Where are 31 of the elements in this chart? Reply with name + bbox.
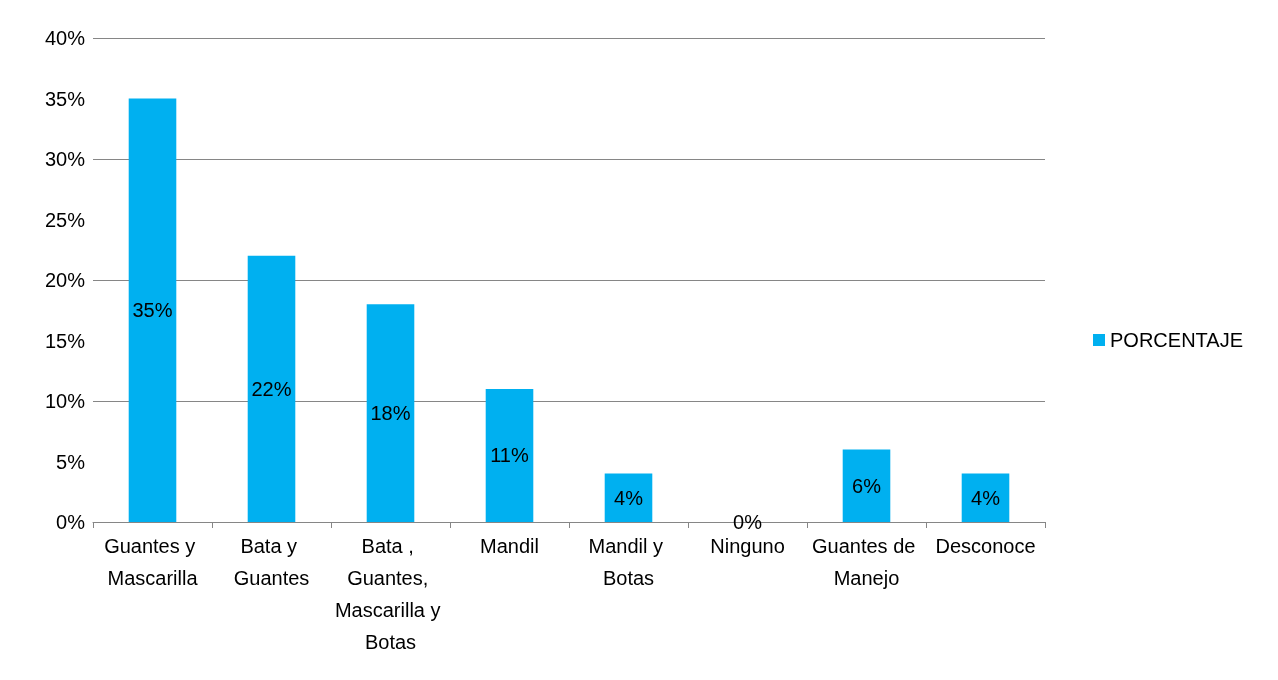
bar xyxy=(842,449,891,522)
x-tick-label: Guantes de Manejo xyxy=(812,535,921,589)
data-label: 35% xyxy=(132,299,173,322)
data-label: 18% xyxy=(370,402,411,425)
y-tick-label: 20% xyxy=(44,269,86,291)
legend-label: PORCENTAJE xyxy=(1110,329,1244,351)
y-tick-label: 35% xyxy=(44,87,86,110)
data-label: 4% xyxy=(614,486,644,509)
y-tick-label: 40% xyxy=(44,27,86,49)
y-tick-label: 30% xyxy=(44,148,86,170)
y-tick-label: 25% xyxy=(44,208,86,231)
x-tick-label: Bata , Guantes, Mascarilla y Botas xyxy=(334,535,447,653)
data-label: 4% xyxy=(971,486,1001,509)
x-tick-label: Guantes y Mascarilla xyxy=(104,535,201,589)
data-label: 0% xyxy=(733,511,763,533)
bar xyxy=(247,255,296,522)
y-tick-label: 10% xyxy=(44,390,86,412)
y-tick-label: 0% xyxy=(56,511,86,533)
data-label: 6% xyxy=(852,474,882,497)
x-tick-label: Mandil xyxy=(480,535,539,557)
bar xyxy=(128,98,177,522)
data-label: 11% xyxy=(490,444,529,467)
x-tick-label: Mandil y Botas xyxy=(588,535,669,589)
x-tick-label: Ninguno xyxy=(710,535,785,557)
data-label: 22% xyxy=(251,377,292,400)
y-tick-label: 15% xyxy=(44,329,86,352)
bar xyxy=(485,388,534,522)
x-tick-label: Desconoce xyxy=(935,535,1036,557)
bar xyxy=(366,304,415,522)
x-tick-label: Bata y Guantes xyxy=(233,535,310,589)
y-tick-label: 5% xyxy=(56,450,86,473)
